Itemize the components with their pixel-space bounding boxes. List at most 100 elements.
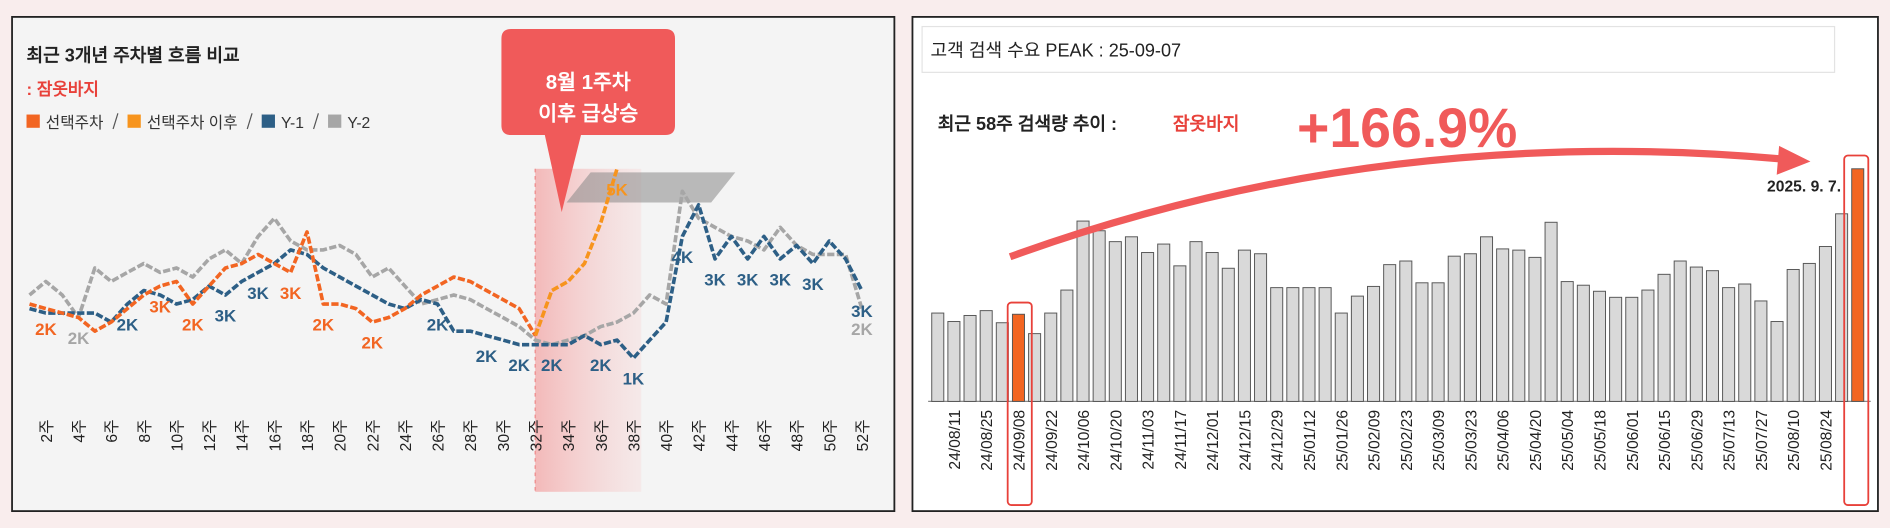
- x-tick-label: 42주: [692, 419, 709, 451]
- x-tick-label: 24/11/03: [1141, 410, 1158, 470]
- legend-label: 선택주차 이후: [147, 114, 238, 132]
- callout-shadow: [566, 172, 736, 203]
- bar: [1270, 287, 1284, 402]
- bar: [1415, 282, 1429, 402]
- bar: [1786, 268, 1800, 402]
- x-tick-label: 24/12/01: [1205, 410, 1222, 471]
- data-label: 2K: [476, 347, 498, 366]
- bar: [1818, 246, 1832, 402]
- arrow-head: [1776, 145, 1811, 175]
- x-tick-label: 40주: [659, 419, 676, 451]
- legend-label: Y-2: [347, 115, 370, 132]
- data-label: 3K: [149, 298, 171, 317]
- bar: [1754, 300, 1768, 402]
- trend-arrow: [1008, 147, 1797, 261]
- data-label: 3K: [737, 270, 759, 289]
- bar: [1431, 282, 1445, 402]
- bar: [1173, 265, 1187, 402]
- callout-text: 8월 1주차: [546, 71, 631, 94]
- x-tick-label: 18주: [300, 419, 317, 451]
- highlight-band: [535, 168, 642, 492]
- x-tick-label: 25/06/01: [1625, 410, 1642, 471]
- legend-separator: [112, 113, 119, 130]
- series-line: [29, 203, 864, 360]
- data-label: 3K: [802, 275, 824, 294]
- highlight-box: [1006, 301, 1033, 506]
- bar: [1011, 313, 1025, 402]
- legend-swatch: [328, 114, 342, 128]
- series-line: [533, 168, 619, 337]
- bar: [1447, 255, 1461, 402]
- bar: [1108, 241, 1122, 402]
- right-title: 고객 검색 수요 PEAK : 25-09-07: [931, 41, 1182, 61]
- x-tick-label: 24/10/20: [1108, 410, 1125, 471]
- x-tick-label: 4주: [72, 419, 89, 442]
- x-tick-label: 34주: [561, 419, 578, 451]
- highlight-box: [1843, 154, 1870, 506]
- bar: [1641, 289, 1655, 402]
- peak-label: 2025. 9. 7.: [1767, 179, 1841, 196]
- x-tick-label: 50주: [822, 419, 839, 451]
- x-tick-label: 52주: [855, 419, 872, 451]
- bar: [1124, 236, 1138, 402]
- bar: [1689, 266, 1703, 402]
- x-tick-label: 2주: [39, 419, 56, 442]
- right-panel: [911, 15, 1879, 513]
- bar: [1237, 249, 1251, 402]
- x-tick-label: 25/01/12: [1302, 410, 1319, 471]
- data-label: 3K: [769, 270, 791, 289]
- x-tick-label: 25/08/10: [1786, 410, 1803, 471]
- bar: [1189, 241, 1203, 402]
- bar: [1851, 168, 1865, 402]
- bar: [1076, 220, 1090, 402]
- bar: [1334, 312, 1348, 402]
- data-label: 3K: [215, 307, 237, 326]
- bar: [1463, 253, 1477, 402]
- x-tick-label: 25/06/15: [1657, 410, 1674, 471]
- left-subtitle: : 잠옷바지: [27, 80, 99, 99]
- bar: [1738, 283, 1752, 402]
- bar: [1625, 296, 1639, 402]
- bar: [1673, 260, 1687, 402]
- x-tick-label: 24/10/06: [1076, 410, 1093, 471]
- bar: [1141, 252, 1155, 402]
- bar: [1302, 287, 1316, 402]
- x-tick-label: 38주: [626, 419, 643, 451]
- x-tick-label: 24/11/17: [1173, 410, 1190, 470]
- x-tick-label: 24/08/11: [947, 410, 964, 470]
- x-tick-label: 25/04/06: [1496, 410, 1513, 471]
- legend-separator: [312, 113, 319, 130]
- right-subtitle: 최근 58주 검색량 추이 :: [938, 114, 1117, 134]
- bar: [1060, 289, 1074, 402]
- data-label: 4K: [672, 248, 694, 267]
- callout-text: 이후 급상승: [538, 103, 638, 126]
- left-panel: [11, 15, 896, 513]
- left-chart: 선택주차 선택주차 이후 Y-1 Y-2 2주 4주 6주 8주 10주 12주 14주 16주 18주…: [26, 113, 873, 451]
- bar: [1528, 256, 1542, 402]
- data-label: 2K: [851, 320, 873, 339]
- x-tick-label: 24/09/08: [1011, 410, 1028, 471]
- bar: [1028, 333, 1042, 402]
- x-tick-label: 22주: [365, 419, 382, 451]
- bar: [1512, 249, 1526, 402]
- bar: [963, 314, 977, 402]
- x-tick-label: 25/03/23: [1463, 410, 1480, 471]
- x-tick-label: 25/05/04: [1560, 410, 1577, 471]
- x-tick-label: 12주: [202, 419, 219, 451]
- bar: [1399, 260, 1413, 402]
- growth-label: +166.9%: [1297, 97, 1517, 159]
- legend-swatch: [127, 114, 141, 128]
- bar: [947, 321, 961, 402]
- data-label: 3K: [851, 302, 873, 321]
- x-tick-label: 28주: [463, 419, 480, 451]
- bar: [1544, 221, 1558, 402]
- x-tick-label: 48주: [790, 419, 807, 451]
- data-label: 2K: [35, 320, 57, 339]
- bar: [1705, 270, 1719, 402]
- bar: [1802, 262, 1816, 402]
- data-label: 2K: [541, 356, 563, 375]
- bar: [931, 312, 945, 402]
- bar: [1835, 213, 1849, 402]
- x-tick-label: 25/05/18: [1593, 410, 1610, 471]
